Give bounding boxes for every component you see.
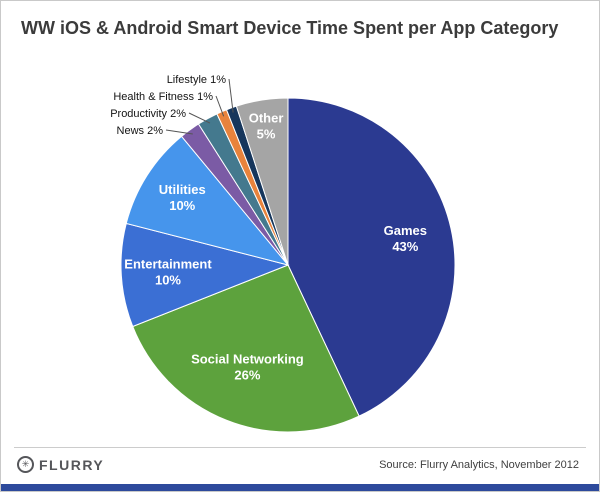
callout-label-news: News 2%: [117, 125, 164, 137]
callout-label-productivity: Productivity 2%: [110, 108, 186, 120]
slice-label-entertainment: Entertainment 10%: [124, 257, 212, 288]
flurry-mark-icon: ✳: [17, 456, 34, 473]
slice-label-utilities: Utilities 10%: [159, 182, 206, 213]
flurry-logo-text: FLURRY: [39, 456, 105, 473]
pie-slice-utilities: [125, 135, 290, 266]
footer: ✳ FLURRY Source: Flurry Analytics, Novem…: [1, 447, 599, 491]
footer-row: ✳ FLURRY Source: Flurry Analytics, Novem…: [1, 448, 599, 473]
callout-label-lifestyle: Lifestyle 1%: [167, 74, 227, 86]
pie-slice-entertainment: [120, 222, 290, 328]
chart-title: WW iOS & Android Smart Device Time Spent…: [21, 18, 559, 38]
slice-label-social-networking: Social Networking 26%: [191, 351, 304, 382]
callout-line-health-fitness: [215, 95, 225, 117]
callout-label-health-fitness: Health & Fitness 1%: [113, 91, 213, 103]
source-text: Source: Flurry Analytics, November 2012: [379, 458, 579, 471]
pie-slice-games: [287, 97, 456, 417]
pie-slice-other: [235, 97, 289, 266]
pie-slice-social-networking: [132, 264, 360, 433]
bottom-accent-bar: [1, 484, 599, 491]
callout-line-lifestyle: [228, 78, 234, 113]
footer-divider: [14, 447, 586, 448]
callout-line-news: [165, 129, 193, 135]
flurry-logo: ✳ FLURRY: [17, 456, 104, 473]
callout-line-productivity: [188, 112, 211, 124]
slice-label-other: Other 5%: [249, 110, 284, 141]
slice-label-games: Games 43%: [384, 223, 427, 254]
